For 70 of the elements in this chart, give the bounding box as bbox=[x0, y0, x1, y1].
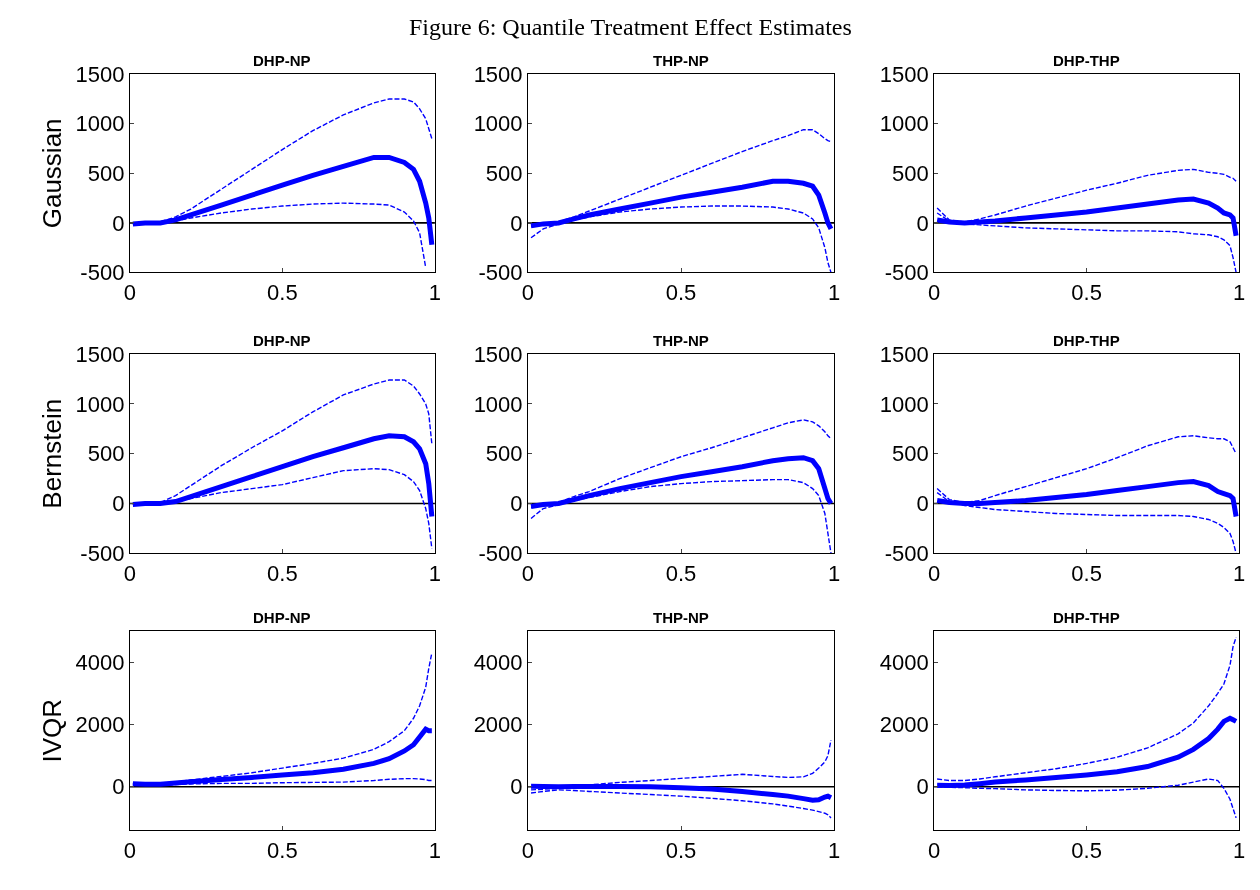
x-tick-label: 1 bbox=[827, 837, 841, 863]
x-tick-label: 1 bbox=[428, 837, 441, 863]
y-axis-title: Gaussian bbox=[36, 118, 67, 229]
y-tick-label: -500 bbox=[884, 260, 929, 286]
y-tick-label: 1500 bbox=[473, 341, 523, 367]
chart-title: THP-NP bbox=[653, 609, 709, 626]
x-tick-label: 0.5 bbox=[665, 279, 697, 305]
y-tick-label: 1500 bbox=[879, 341, 929, 367]
y-tick-label: -500 bbox=[80, 260, 125, 286]
caption: Figure 6: Quantile Treatment Effect Estimates bbox=[409, 14, 852, 40]
y-tick-label: 0 bbox=[510, 774, 523, 800]
chart-title: THP-NP bbox=[653, 52, 709, 69]
y-tick-label: -500 bbox=[478, 541, 523, 567]
y-tick-label: 1500 bbox=[75, 61, 125, 87]
x-tick-label: 1 bbox=[827, 560, 841, 586]
y-tick-label: 2000 bbox=[879, 712, 929, 738]
y-axis-title: Bernstein bbox=[36, 398, 67, 509]
y-tick-label: 0 bbox=[112, 491, 125, 517]
chart-title: DHP-NP bbox=[253, 52, 311, 69]
y-tick-label: 500 bbox=[87, 441, 125, 467]
y-tick-label: 500 bbox=[485, 161, 523, 187]
y-tick-label: 0 bbox=[916, 774, 929, 800]
y-tick-label: 1000 bbox=[473, 111, 523, 137]
y-tick-label: 4000 bbox=[473, 649, 523, 675]
y-tick-label: 4000 bbox=[75, 649, 125, 675]
y-tick-label: 1000 bbox=[75, 391, 125, 417]
y-tick-label: 0 bbox=[510, 491, 523, 517]
x-tick-label: 0.5 bbox=[267, 560, 298, 586]
x-tick-label: 0.5 bbox=[267, 837, 298, 863]
y-tick-label: 500 bbox=[87, 161, 125, 187]
y-tick-label: 500 bbox=[485, 441, 523, 467]
y-tick-label: -500 bbox=[478, 260, 523, 286]
y-tick-label: -500 bbox=[80, 541, 125, 567]
chart-title: DHP-THP bbox=[1053, 332, 1120, 349]
y-tick-label: 1000 bbox=[473, 391, 523, 417]
x-tick-label: 0.5 bbox=[267, 279, 298, 305]
y-tick-label: 1000 bbox=[879, 111, 929, 137]
chart-title: DHP-NP bbox=[253, 609, 311, 626]
x-tick-label: 0.5 bbox=[665, 560, 697, 586]
x-tick-label: 0.5 bbox=[1071, 837, 1102, 863]
y-tick-label: -500 bbox=[884, 541, 929, 567]
x-tick-label: 0.5 bbox=[1071, 279, 1102, 305]
x-tick-label: 1 bbox=[428, 279, 441, 305]
y-tick-label: 1000 bbox=[75, 111, 125, 137]
chart-title: THP-NP bbox=[653, 332, 709, 349]
chart-title: DHP-NP bbox=[253, 332, 311, 349]
y-tick-label: 2000 bbox=[75, 712, 125, 738]
y-tick-label: 4000 bbox=[879, 649, 929, 675]
y-tick-label: 500 bbox=[891, 441, 929, 467]
x-tick-label: 0.5 bbox=[665, 837, 697, 863]
y-tick-label: 0 bbox=[510, 210, 523, 236]
y-tick-label: 500 bbox=[891, 161, 929, 187]
y-tick-label: 1500 bbox=[879, 61, 929, 87]
x-tick-label: 0.5 bbox=[1071, 560, 1102, 586]
chart-title: DHP-THP bbox=[1053, 52, 1120, 69]
y-tick-label: 2000 bbox=[473, 712, 523, 738]
y-tick-label: 1500 bbox=[75, 341, 125, 367]
x-tick-label: 1 bbox=[1233, 279, 1246, 305]
y-tick-label: 1500 bbox=[473, 61, 523, 87]
y-axis-title: IVQR bbox=[36, 698, 67, 763]
y-tick-label: 1000 bbox=[879, 391, 929, 417]
y-tick-label: 0 bbox=[112, 774, 125, 800]
y-tick-label: 0 bbox=[916, 491, 929, 517]
x-tick-label: 1 bbox=[428, 560, 441, 586]
x-tick-label: 1 bbox=[827, 279, 841, 305]
y-tick-label: 0 bbox=[112, 210, 125, 236]
x-tick-label: 1 bbox=[1233, 837, 1246, 863]
x-tick-label: 1 bbox=[1233, 560, 1246, 586]
chart-title: DHP-THP bbox=[1053, 609, 1120, 626]
y-tick-label: 0 bbox=[916, 210, 929, 236]
